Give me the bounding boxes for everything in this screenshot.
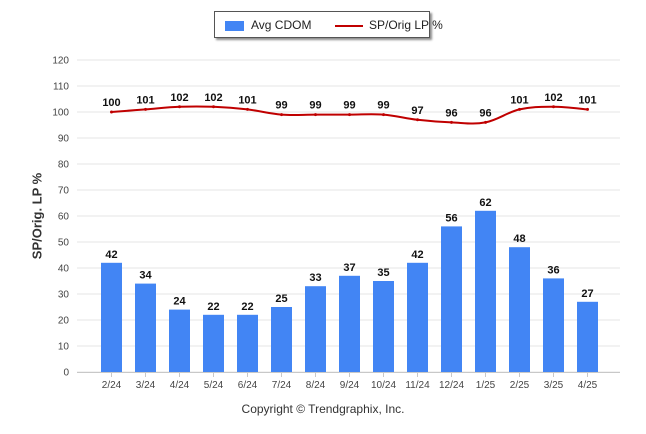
line-point [110, 110, 113, 114]
bar [237, 314, 258, 372]
x-tick-label: 11/24 [405, 380, 430, 391]
bar-data-label: 27 [581, 288, 593, 300]
x-tick-label: 12/24 [439, 380, 464, 391]
line-data-label: 99 [377, 100, 389, 112]
line-data-label: 100 [102, 97, 120, 109]
line-point [586, 107, 589, 111]
x-tick-label: 4/24 [170, 380, 190, 391]
y-tick-label: 90 [58, 134, 70, 145]
line-point [416, 118, 419, 122]
line-point [178, 105, 181, 109]
y-tick-label: 40 [58, 264, 70, 275]
line-data-label: 101 [238, 94, 256, 106]
line-data-label: 96 [445, 107, 457, 119]
line-point [484, 120, 487, 124]
legend-bar-swatch [225, 21, 244, 31]
line-point [212, 105, 215, 109]
line-data-label: 99 [275, 100, 287, 112]
bar [305, 286, 326, 372]
x-tick-label: 6/24 [238, 380, 258, 391]
line-data-label: 101 [136, 94, 154, 106]
line-data-label: 97 [411, 105, 423, 117]
y-tick-label: 60 [58, 212, 70, 223]
line-point [280, 113, 283, 117]
x-tick-label: 3/24 [136, 380, 156, 391]
bar-data-label: 42 [411, 249, 423, 261]
line-point [246, 107, 249, 111]
bar-data-label: 62 [479, 197, 491, 209]
bar [373, 281, 394, 372]
y-tick-label: 110 [53, 82, 69, 93]
legend-line-swatch [335, 25, 363, 27]
bar-data-label: 33 [309, 272, 321, 284]
y-tick-label: 120 [52, 56, 69, 67]
bar [169, 309, 190, 372]
line-point [518, 107, 521, 111]
x-tick-label: 8/24 [306, 380, 326, 391]
bar [101, 262, 122, 372]
line-point [450, 120, 453, 124]
bar [441, 226, 462, 372]
bar-data-label: 35 [377, 267, 389, 279]
line-data-label: 99 [343, 100, 355, 112]
y-tick-label: 80 [58, 160, 70, 171]
x-tick-label: 10/24 [371, 380, 396, 391]
legend-bar-label: Avg CDOM [251, 18, 312, 32]
bar [271, 307, 292, 372]
y-tick-label: 100 [52, 108, 69, 119]
bar-data-label: 37 [343, 262, 355, 274]
bar-data-label: 56 [445, 212, 457, 224]
x-tick-label: 1/25 [476, 380, 496, 391]
x-tick-label: 5/24 [204, 380, 224, 391]
bar [135, 283, 156, 372]
bar [203, 314, 224, 372]
bar-data-label: 24 [173, 296, 186, 308]
line-point [314, 113, 317, 117]
bar-data-label: 22 [241, 301, 253, 313]
y-tick-label: 50 [58, 238, 70, 249]
copyright-text: Copyright © Trendgraphix, Inc. [241, 402, 405, 416]
line-point [348, 113, 351, 117]
y-tick-label: 10 [58, 342, 70, 353]
line-point [144, 107, 147, 111]
x-tick-label: 9/24 [340, 380, 360, 391]
bar-data-label: 34 [139, 270, 152, 282]
bar-data-label: 36 [547, 264, 559, 276]
line-point [552, 105, 555, 109]
legend-line-label: SP/Orig LP % [369, 18, 443, 32]
x-tick-label: 7/24 [272, 380, 292, 391]
bar-data-label: 25 [275, 293, 287, 305]
x-tick-label: 2/24 [102, 380, 122, 391]
line-data-label: 99 [309, 100, 321, 112]
x-tick-label: 2/25 [510, 380, 530, 391]
line-data-label: 101 [578, 94, 596, 106]
y-tick-label: 70 [58, 186, 70, 197]
bar [577, 301, 598, 372]
y-tick-label: 30 [58, 290, 70, 301]
line-data-label: 102 [204, 92, 222, 104]
line-data-label: 101 [510, 94, 528, 106]
bar [407, 262, 428, 372]
bar [339, 275, 360, 372]
line-data-label: 102 [544, 92, 562, 104]
bar [543, 278, 564, 372]
y-tick-label: 20 [58, 316, 70, 327]
bar [475, 210, 496, 372]
bar [509, 247, 530, 372]
line-data-label: 96 [479, 107, 491, 119]
y-tick-label: 0 [63, 368, 69, 379]
bar-data-label: 48 [513, 233, 525, 245]
x-tick-label: 4/25 [578, 380, 598, 391]
x-tick-label: 3/25 [544, 380, 564, 391]
bar-data-label: 22 [207, 301, 219, 313]
line-point [382, 113, 385, 117]
legend: Avg CDOM SP/Orig LP % [214, 11, 443, 38]
line-data-label: 102 [170, 92, 188, 104]
bar-data-label: 42 [105, 249, 117, 261]
